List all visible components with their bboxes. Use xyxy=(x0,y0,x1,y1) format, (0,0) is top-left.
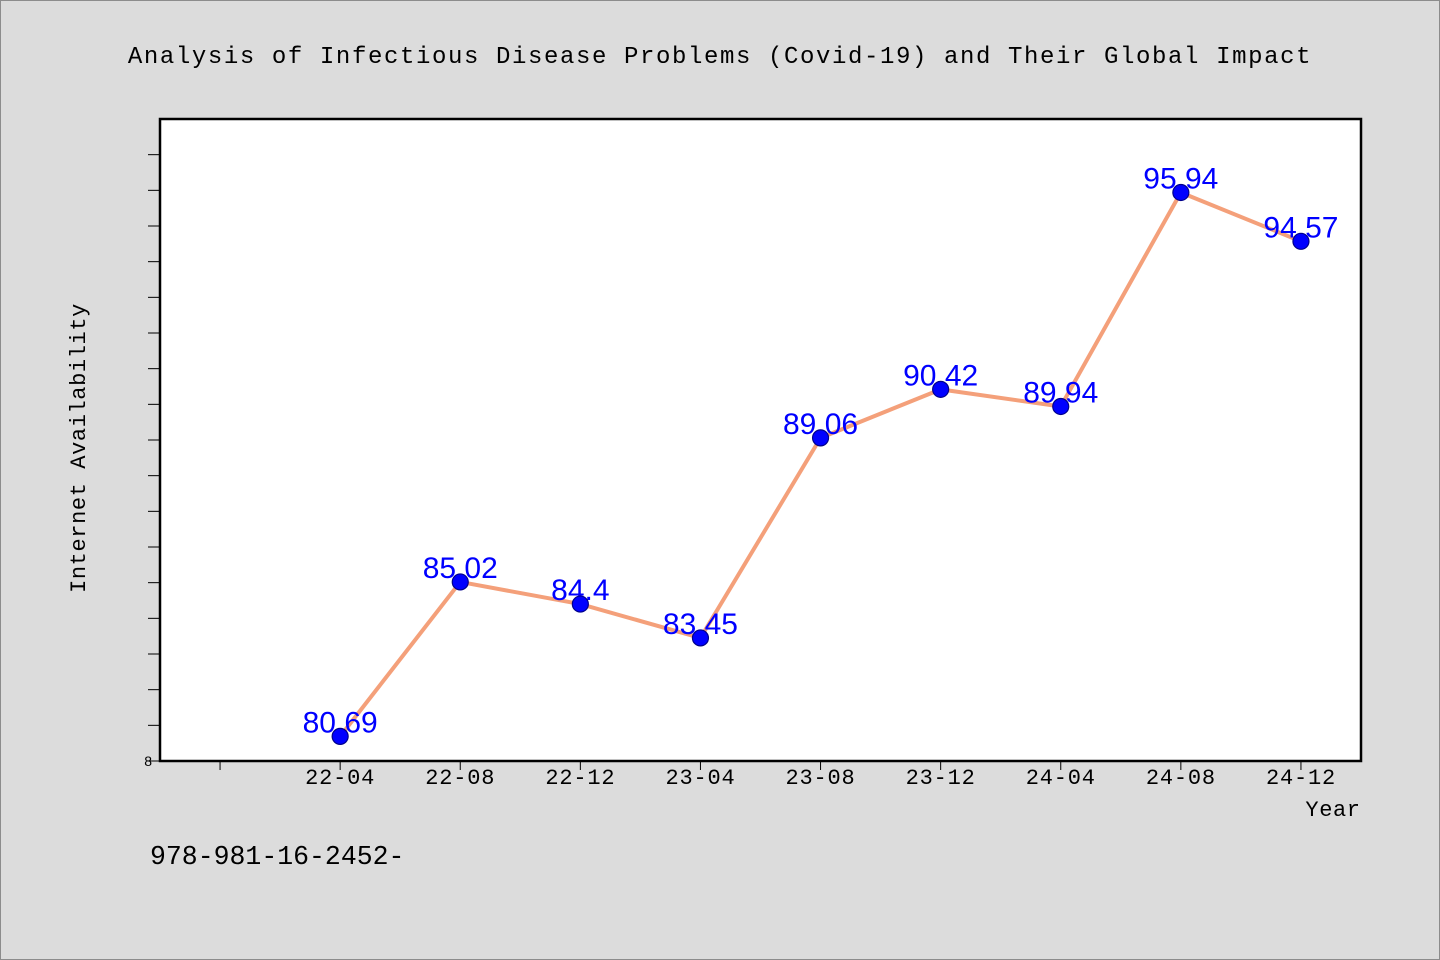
plot-area xyxy=(158,117,1363,763)
x-tick-label: 22-12 xyxy=(545,766,615,791)
data-point-marker xyxy=(932,380,950,398)
data-point-marker xyxy=(571,595,589,613)
x-tick-label: 23-04 xyxy=(665,766,735,791)
data-point-marker xyxy=(1172,183,1190,202)
y-axis-label: Internet Availability xyxy=(67,303,92,593)
data-point-marker xyxy=(451,573,469,591)
data-point-marker xyxy=(331,727,349,745)
x-tick-label: 24-04 xyxy=(1026,766,1096,791)
data-point-marker xyxy=(1052,397,1070,416)
y-tick-label: 8 xyxy=(144,753,152,769)
x-axis-ticks: 22-04 22-08 22-12 23-04 23-08 23-12 24-04 24-08… xyxy=(219,761,1336,791)
x-tick-label: 22-08 xyxy=(425,766,495,791)
data-point-marker xyxy=(691,629,710,647)
data-point-marker xyxy=(1292,232,1310,250)
footer-code: 978-981-16-2452- xyxy=(150,842,404,872)
x-tick-label: 24-08 xyxy=(1146,766,1216,791)
y-axis-ticks: 8 xyxy=(144,154,160,769)
x-tick-label: 24-12 xyxy=(1266,766,1336,791)
x-tick-label: 23-12 xyxy=(906,766,976,791)
data-point-marker xyxy=(811,429,830,447)
chart-title: Analysis of Infectious Disease Problems … xyxy=(128,44,1312,71)
data-markers xyxy=(331,183,1310,745)
x-tick-label: 23-08 xyxy=(786,766,856,791)
x-axis-label: Year xyxy=(1305,798,1360,823)
x-tick-label: 22-04 xyxy=(305,766,375,791)
